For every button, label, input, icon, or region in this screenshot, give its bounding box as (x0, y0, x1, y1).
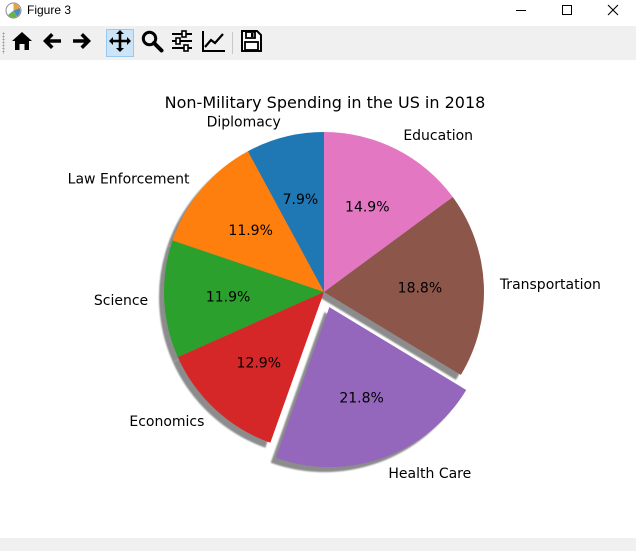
pie-label-science: Science (94, 293, 148, 309)
window-title: Figure 3 (27, 3, 72, 17)
pie-pct-label-science: 11.9% (206, 289, 250, 305)
pie-label-transportation: Transportation (499, 277, 601, 293)
minimize-icon (515, 1, 527, 20)
toolbar-grip[interactable] (2, 32, 5, 54)
save-icon (239, 29, 263, 57)
edit-axes-icon (201, 29, 227, 57)
maximize-button[interactable] (544, 0, 590, 21)
matplotlib-app-icon (5, 2, 22, 19)
pie-chart: Diplomacy 7.9% Law Enforcement 11.9% Science… (68, 93, 601, 482)
maximize-icon (561, 1, 573, 20)
pie-pct-label-health-care: 21.8% (339, 391, 383, 407)
forward-button[interactable] (68, 29, 96, 57)
pie-label-law-enforcement: Law Enforcement (68, 171, 190, 187)
pie-pct-label-education: 14.9% (345, 199, 389, 215)
navigation-toolbar (0, 26, 636, 60)
pie-wedge-education (324, 132, 453, 292)
pie-wedge-health-care (275, 307, 467, 468)
pie-label-layer: Diplomacy 7.9% Law Enforcement 11.9% Science… (68, 114, 601, 481)
pie-pct-label-law-enforcement: 11.9% (228, 223, 272, 239)
home-button[interactable] (8, 29, 36, 57)
pie-wedge-layer (164, 132, 484, 468)
pie-pct-label-diplomacy: 7.9% (283, 192, 319, 208)
zoom-icon (140, 29, 164, 57)
close-button[interactable] (590, 0, 636, 21)
pie-label-economics: Economics (129, 414, 204, 430)
zoom-button[interactable] (138, 29, 166, 57)
pie-pct-label-transportation: 18.8% (398, 281, 442, 297)
toolbar-separator (232, 32, 233, 54)
pie-label-education: Education (403, 128, 473, 144)
window-titlebar: Figure 3 (0, 0, 636, 21)
pan-button[interactable] (106, 29, 134, 57)
pie-label-health-care: Health Care (388, 466, 471, 482)
figure-canvas[interactable]: Diplomacy 7.9% Law Enforcement 11.9% Science… (0, 60, 636, 538)
forward-arrow-icon (70, 29, 94, 57)
back-button[interactable] (38, 29, 66, 57)
pie-label-diplomacy: Diplomacy (207, 114, 281, 130)
pie-wedge-science (164, 240, 324, 358)
close-icon (607, 1, 619, 20)
configure-subplots-icon (170, 29, 194, 57)
edit-axes-button[interactable] (200, 29, 228, 57)
save-button[interactable] (237, 29, 265, 57)
pie-pct-label-economics: 12.9% (237, 355, 281, 371)
status-bar (0, 538, 636, 551)
configure-subplots-button[interactable] (168, 29, 196, 57)
pie-wedge-transportation (324, 197, 484, 375)
pie-wedge-diplomacy (247, 132, 324, 292)
back-arrow-icon (40, 29, 64, 57)
home-icon (10, 29, 34, 57)
chart-title: Non-Military Spending in the US in 2018 (165, 93, 486, 112)
pie-wedge-economics (177, 292, 324, 443)
minimize-button[interactable] (498, 0, 544, 21)
pie-wedge-law-enforcement (172, 151, 324, 292)
pan-icon (108, 29, 132, 57)
